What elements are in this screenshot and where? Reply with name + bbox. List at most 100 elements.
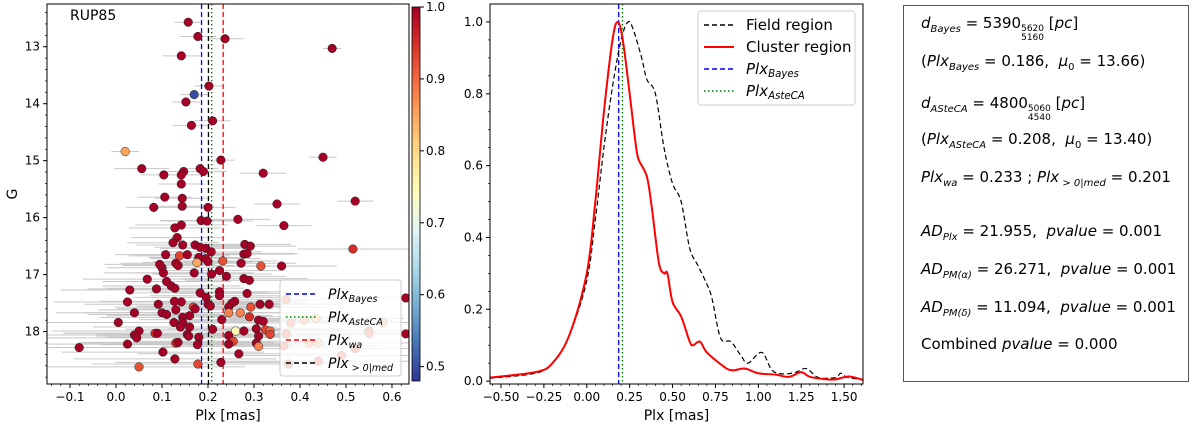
plot-0: −0.1 0.0 0.1 0.2 0.3 0.4 0.5 0.6 13 14 15 16 17 18 Plx… [5,3,410,424]
colorbar-bar [411,6,421,382]
stat-line: (PlxBayes = 0.186, μ0 = 13.66) [921,52,1145,73]
data-point [142,274,152,284]
x-tick-label: −0.50 [483,390,520,404]
stat-text: ASteCA [930,104,968,115]
data-point [158,347,168,357]
data-point [189,268,199,278]
colorbar-tick-label: 1.0 [426,0,445,14]
data-point [218,256,228,266]
colorbar: 0.5 0.6 0.7 0.8 0.9 1.0 [411,0,445,382]
x-axis-label: Plx [mas] [644,408,710,424]
lower-limit: 5160 [1021,33,1044,43]
legend-label: PlxBayes [328,287,377,305]
data-point [239,326,249,336]
data-point [137,164,147,174]
data-point [208,116,218,126]
stat-text: 0 [1074,140,1082,151]
stat-text: ] [1079,94,1086,112]
stat-text: = 0.000 [1052,335,1118,353]
stat-text: Plx [926,52,949,70]
x-tick-label: 1.50 [831,390,858,404]
x-tick-label: 1.25 [788,390,815,404]
stat-text: d [921,14,931,32]
x-tick-label: −0.1 [55,390,84,404]
legend-label: Plxwa [328,333,362,351]
lower-limit: 4540 [1027,113,1051,123]
legend-label-base: Plx [746,60,768,78]
legend-label-sub: > 0|med [349,363,394,374]
data-point [217,315,227,325]
data-point [244,275,254,285]
legend-frame [697,10,856,106]
data-point [255,299,265,309]
x-tick-label: 1.00 [745,390,772,404]
plot-1: −0.50 −0.25 0.00 0.25 0.50 0.75 1.00 1.25 1.50 0.… [464,3,864,424]
x-tick-label: 0.4 [290,390,309,404]
data-point [184,331,194,341]
stat-text: pvalue [1060,260,1112,278]
data-point [173,337,183,347]
y-tick-label: 0.8 [464,87,483,101]
x-tick-label: −0.25 [525,390,562,404]
stat-text: = 13.66) [1074,52,1146,70]
data-point [348,244,358,254]
colorbar-tick-label: 0.7 [426,216,445,230]
stat-text: ASteCA [948,140,987,151]
stat-text: PM(δ) [942,308,972,319]
data-point [170,283,180,293]
data-point [158,268,168,278]
legend-label-base: Cluster region [746,38,851,56]
upper-limit: 5060 [1027,104,1051,114]
data-point [176,220,186,230]
stat-line: ADPlx = 21.955, pvalue = 0.001 [921,222,1162,243]
data-point [350,196,360,206]
data-point [221,271,231,281]
stat-text: PM(α) [942,270,972,281]
stat-text: pc [1054,14,1073,32]
data-point [258,316,268,326]
data-point [176,170,186,180]
stat-text: AD [921,260,943,278]
colorbar-tick-label: 0.9 [426,72,445,86]
data-point [194,332,204,342]
data-point [125,285,135,295]
data-point [152,328,162,338]
stat-text: Combined [921,335,1002,353]
stat-text: Plx [942,232,958,243]
colorbar-tick-label: 0.5 [426,360,445,374]
legend-label: Plx > 0|med [328,356,394,374]
x-tick-label: 0.00 [573,390,600,404]
data-point [236,258,246,268]
data-point [122,339,133,349]
axes-frame [46,3,410,385]
y-tick-label: 13 [25,40,40,54]
data-point [161,250,171,260]
data-point [265,329,275,339]
stat-text: = 11.094, [971,298,1061,316]
limits: 5620 5160 [1021,25,1044,43]
data-point [202,216,212,226]
data-point [190,304,200,314]
x-tick-label: 0.3 [244,390,263,404]
y-tick-label: 14 [25,97,40,111]
y-axis-label: G [5,189,21,200]
data-point [182,250,192,260]
legend-label: Field region [746,16,833,34]
data-point [242,248,252,259]
data-point [242,288,252,298]
y-tick-label: 1.0 [464,15,483,29]
data-point [272,199,282,209]
data-point [203,256,213,267]
x-tick-label: 0.25 [616,390,643,404]
cluster-region-curve [490,20,863,382]
data-point [74,342,84,353]
legend-label-base: Plx [328,356,349,372]
data-point [129,308,139,318]
stat-text: pvalue [1046,222,1097,240]
stat-text: μ [1058,52,1069,70]
data-point [176,297,186,307]
data-point [186,120,196,130]
